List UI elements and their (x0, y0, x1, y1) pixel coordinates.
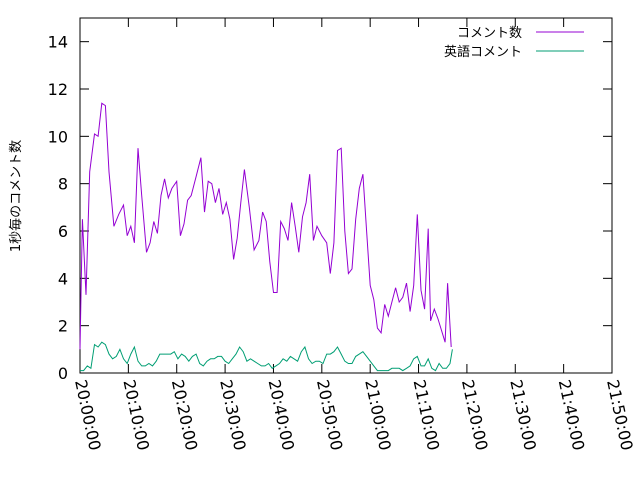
x-tick-label: 21:20:00 (458, 378, 492, 452)
y-tick-label: 0 (58, 364, 68, 383)
y-axis-title: 1秒毎のコメント数 (8, 140, 24, 252)
x-tick-label: 21:10:00 (410, 378, 444, 452)
series-line-1 (79, 102, 452, 350)
y-tick-label: 4 (58, 269, 68, 288)
y-tick-label: 12 (48, 80, 68, 99)
x-tick-label: 20:00:00 (71, 378, 105, 452)
x-tick-label: 21:00:00 (361, 378, 395, 452)
x-tick-label: 21:40:00 (555, 378, 589, 452)
y-tick-label: 14 (48, 33, 68, 52)
y-tick-label: 2 (58, 317, 68, 336)
x-tick-label: 20:40:00 (265, 378, 299, 452)
y-axis: 0 2 4 6 8 10 12 14 (48, 33, 612, 383)
x-tick-label: 21:50:00 (603, 378, 637, 452)
legend-label-2: 英語コメント (444, 44, 522, 60)
y-tick-label: 10 (48, 127, 68, 146)
series-line-2 (80, 341, 453, 372)
x-tick-label: 20:10:00 (119, 378, 153, 452)
x-tick-label: 20:20:00 (168, 378, 202, 452)
x-tick-label: 21:30:00 (506, 378, 540, 452)
x-tick-label: 20:50:00 (313, 378, 347, 452)
legend-label-1: コメント数 (457, 26, 522, 41)
x-tick-label: 20:30:00 (216, 378, 250, 452)
series-group (79, 102, 453, 372)
x-axis: 20:00:00 20:10:00 20:20:00 20:30:00 20:40:00… (71, 18, 637, 452)
y-tick-label: 6 (58, 222, 68, 241)
y-tick-label: 8 (58, 175, 68, 194)
plot-frame (79, 17, 613, 374)
